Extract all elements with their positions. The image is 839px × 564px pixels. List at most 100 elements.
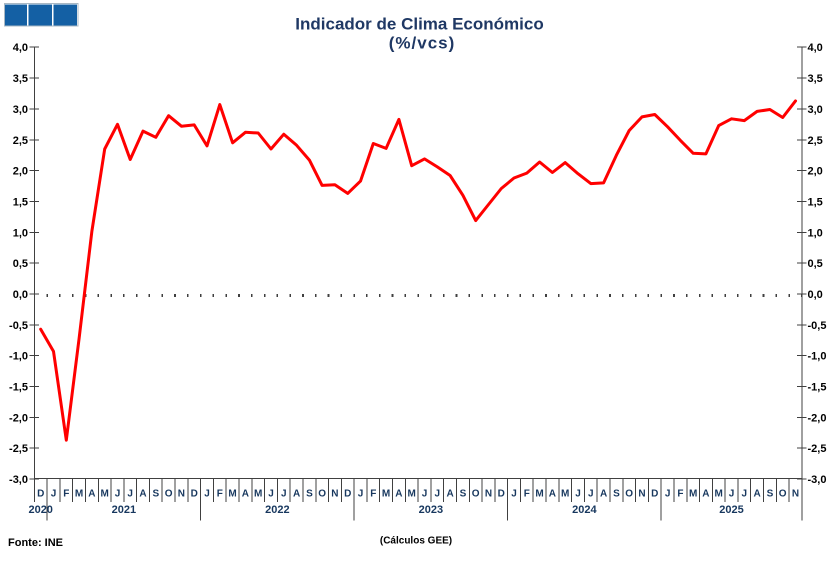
svg-text:-0,5: -0,5 [9, 320, 28, 332]
svg-text:A: A [753, 489, 760, 500]
svg-text:F: F [217, 489, 223, 500]
svg-text:-3,0: -3,0 [808, 474, 827, 486]
svg-text:D: D [37, 489, 44, 500]
svg-text:J: J [204, 489, 210, 500]
svg-text:3,5: 3,5 [808, 73, 823, 85]
svg-text:4,0: 4,0 [13, 42, 28, 54]
svg-text:S: S [152, 489, 159, 500]
svg-text:M: M [101, 489, 109, 500]
svg-text:S: S [613, 489, 620, 500]
svg-text:A: A [88, 489, 95, 500]
svg-text:F: F [524, 489, 530, 500]
svg-text:A: A [600, 489, 607, 500]
svg-text:J: J [358, 489, 364, 500]
svg-text:S: S [767, 489, 774, 500]
svg-text:D: D [191, 489, 198, 500]
svg-text:4,0: 4,0 [808, 42, 823, 54]
svg-text:2020: 2020 [28, 504, 52, 516]
svg-text:J: J [51, 489, 57, 500]
svg-text:(%/vcs): (%/vcs) [389, 34, 456, 53]
svg-text:2024: 2024 [572, 504, 597, 516]
svg-text:2022: 2022 [265, 504, 289, 516]
svg-text:-2,0: -2,0 [9, 412, 28, 424]
svg-text:0,0: 0,0 [808, 289, 823, 301]
svg-text:M: M [561, 489, 569, 500]
svg-text:O: O [625, 489, 633, 500]
svg-text:2,0: 2,0 [808, 166, 823, 178]
svg-text:J: J [268, 489, 274, 500]
svg-text:M: M [75, 489, 83, 500]
svg-text:A: A [549, 489, 556, 500]
svg-text:D: D [344, 489, 351, 500]
svg-text:3,5: 3,5 [13, 73, 28, 85]
svg-text:-2,5: -2,5 [808, 443, 827, 455]
svg-text:-1,5: -1,5 [808, 382, 827, 394]
svg-text:J: J [422, 489, 428, 500]
svg-text:J: J [435, 489, 441, 500]
svg-text:-1,0: -1,0 [9, 351, 28, 363]
svg-text:2025: 2025 [719, 504, 743, 516]
svg-text:F: F [677, 489, 683, 500]
svg-text:2,0: 2,0 [13, 166, 28, 178]
svg-text:2021: 2021 [112, 504, 136, 516]
svg-text:A: A [395, 489, 402, 500]
svg-text:F: F [370, 489, 376, 500]
svg-text:J: J [665, 489, 671, 500]
svg-text:1,5: 1,5 [13, 196, 28, 208]
svg-text:-3,0: -3,0 [9, 474, 28, 486]
svg-text:0,5: 0,5 [808, 258, 823, 270]
svg-text:0,0: 0,0 [13, 289, 28, 301]
svg-text:O: O [165, 489, 173, 500]
svg-text:O: O [779, 489, 787, 500]
svg-text:M: M [228, 489, 236, 500]
svg-text:N: N [638, 489, 645, 500]
svg-text:M: M [535, 489, 543, 500]
svg-text:2,5: 2,5 [13, 135, 28, 147]
svg-text:A: A [293, 489, 300, 500]
svg-text:1,5: 1,5 [808, 196, 823, 208]
svg-text:S: S [460, 489, 467, 500]
svg-text:-1,5: -1,5 [9, 382, 28, 394]
svg-text:1,0: 1,0 [808, 227, 823, 239]
svg-text:M: M [254, 489, 262, 500]
svg-text:A: A [446, 489, 453, 500]
svg-text:M: M [408, 489, 416, 500]
svg-text:J: J [729, 489, 735, 500]
svg-text:J: J [575, 489, 581, 500]
svg-text:0,5: 0,5 [13, 258, 28, 270]
svg-text:M: M [689, 489, 697, 500]
svg-text:Indicador de Clima Económico: Indicador de Clima Económico [295, 14, 543, 33]
svg-text:N: N [178, 489, 185, 500]
svg-text:A: A [139, 489, 146, 500]
svg-text:D: D [651, 489, 658, 500]
svg-text:J: J [115, 489, 121, 500]
svg-text:N: N [485, 489, 492, 500]
svg-text:3,0: 3,0 [808, 104, 823, 116]
svg-text:2,5: 2,5 [808, 135, 823, 147]
svg-text:1,0: 1,0 [13, 227, 28, 239]
svg-text:J: J [127, 489, 133, 500]
svg-text:D: D [498, 489, 505, 500]
svg-text:J: J [281, 489, 287, 500]
svg-text:3,0: 3,0 [13, 104, 28, 116]
svg-text:O: O [318, 489, 326, 500]
svg-text:S: S [306, 489, 313, 500]
svg-text:N: N [792, 489, 799, 500]
svg-text:N: N [331, 489, 338, 500]
svg-text:2023: 2023 [419, 504, 443, 516]
svg-text:F: F [63, 489, 69, 500]
svg-text:(Cálculos GEE): (Cálculos GEE) [380, 536, 452, 547]
svg-text:A: A [242, 489, 249, 500]
svg-text:M: M [382, 489, 390, 500]
svg-text:-0,5: -0,5 [808, 320, 827, 332]
svg-text:J: J [511, 489, 517, 500]
svg-text:J: J [588, 489, 594, 500]
svg-text:Fonte: INE: Fonte: INE [8, 537, 63, 549]
svg-text:-2,5: -2,5 [9, 443, 28, 455]
svg-text:A: A [702, 489, 709, 500]
svg-text:O: O [472, 489, 480, 500]
svg-text:-1,0: -1,0 [808, 351, 827, 363]
svg-text:M: M [715, 489, 723, 500]
svg-text:J: J [742, 489, 748, 500]
svg-text:-2,0: -2,0 [808, 412, 827, 424]
